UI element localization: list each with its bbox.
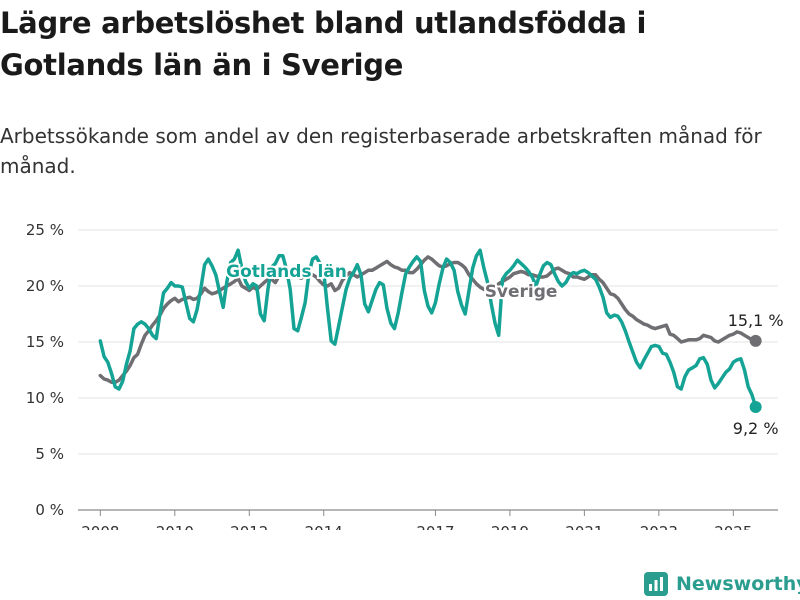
x-tick-label: 2019 bbox=[491, 523, 529, 530]
series-labels: Gotlands län Sverige 15,1 % 9,2 % bbox=[224, 260, 784, 438]
y-tick-label: 0 % bbox=[35, 501, 64, 519]
x-tick-label: 2021 bbox=[565, 523, 603, 530]
series-line-gotland bbox=[98, 248, 758, 409]
newsworthy-logo-icon bbox=[644, 572, 668, 596]
y-axis-ticks: 0 % 5 % 10 % 15 % 20 % 25 % bbox=[26, 221, 64, 519]
y-tick-label: 15 % bbox=[26, 333, 64, 351]
x-tick-label: 2023 bbox=[640, 523, 678, 530]
y-tick-label: 5 % bbox=[35, 445, 64, 463]
grid-lines bbox=[78, 229, 778, 511]
y-tick-label: 25 % bbox=[26, 221, 64, 239]
y-tick-label: 10 % bbox=[26, 389, 64, 407]
line-chart: 0 %5 %10 %15 %20 %25 % 20082010201220142… bbox=[26, 221, 784, 530]
chart-title: Lägre arbetslöshet bland utlandsfödda i … bbox=[0, 6, 647, 82]
x-tick-label: 2017 bbox=[416, 523, 454, 530]
y-tick-label: 20 % bbox=[26, 277, 64, 295]
x-tick-label: 2014 bbox=[305, 523, 343, 530]
series-lines bbox=[98, 248, 762, 413]
x-tick-label: 2008 bbox=[81, 523, 119, 530]
end-value-gotland: 9,2 % bbox=[733, 419, 779, 438]
series-name-gotland: Gotlands län bbox=[226, 262, 347, 282]
series-line-sverige bbox=[98, 255, 758, 385]
brand-logo: Newsworthy bbox=[644, 568, 800, 600]
series-end-marker bbox=[749, 334, 762, 347]
brand-name: Newsworthy bbox=[676, 573, 800, 595]
x-tick-label: 2025 bbox=[714, 523, 752, 530]
x-axis-ticks: 2008 2010 2012 2014 2017 2019 2021 2023 2025 bbox=[81, 510, 752, 530]
end-value-sverige: 15,1 % bbox=[728, 311, 784, 330]
x-tick-label: 2012 bbox=[230, 523, 268, 530]
series-name-sverige: Sverige bbox=[485, 282, 558, 302]
series-end-marker bbox=[749, 400, 762, 413]
x-tick-label: 2010 bbox=[156, 523, 194, 530]
chart-subtitle: Arbetssökande som andel av den registerb… bbox=[0, 124, 762, 178]
